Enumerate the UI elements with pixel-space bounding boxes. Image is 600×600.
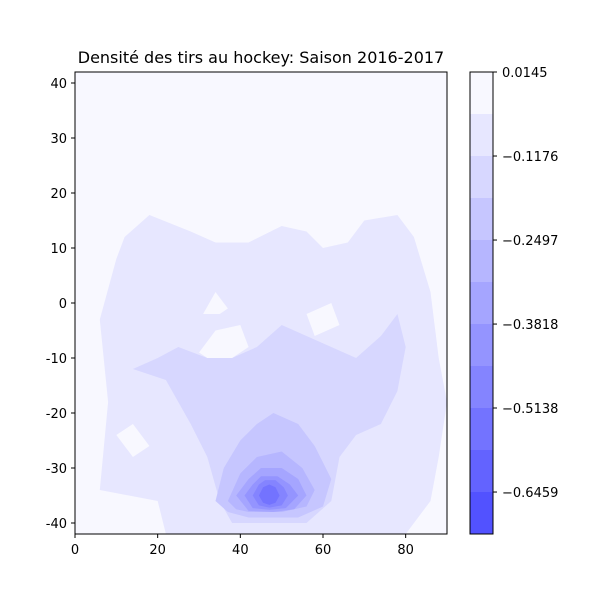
colorbar-band [470, 408, 493, 451]
colorbar-band [470, 282, 493, 325]
x-tick-label: 20 [149, 543, 166, 558]
y-tick-label: -10 [46, 352, 67, 367]
contour-hole-4 [116, 424, 150, 457]
colorbar-tick-label: 0.0145 [502, 66, 548, 81]
colorbar-band [470, 492, 493, 535]
contour-hole-2 [203, 292, 228, 314]
y-tick-label: -30 [46, 462, 67, 477]
colorbar-band [470, 366, 493, 409]
contour-hole-3 [306, 303, 340, 336]
colorbar-tick-label: −0.5138 [502, 402, 558, 417]
contour-hole-1 [199, 325, 249, 358]
colorbar-band [470, 156, 493, 199]
y-tick-label: -40 [46, 517, 67, 532]
colorbar-band [470, 450, 493, 493]
y-tick-label: -20 [46, 407, 67, 422]
colorbar-tick-label: −0.3818 [502, 318, 558, 333]
colorbar-band [470, 114, 493, 157]
colorbar-frame [469, 71, 494, 535]
y-tick-label: 10 [50, 242, 67, 257]
colorbar-tick-label: −0.1176 [502, 150, 558, 165]
x-axis: 0 20 40 60 80 [71, 534, 414, 558]
contour-layer [99, 215, 447, 534]
chart-title: Densité des tirs au hockey: Saison 2016-… [78, 48, 444, 67]
colorbar-band [470, 240, 493, 283]
colorbar-band [470, 72, 493, 115]
colorbar-band [470, 198, 493, 241]
y-tick-label: 0 [59, 297, 67, 312]
x-tick-label: 0 [71, 543, 79, 558]
y-tick-label: 20 [50, 187, 67, 202]
colorbar-tick-label: −0.6459 [502, 486, 558, 501]
y-tick-label: 40 [50, 77, 67, 92]
x-tick-label: 60 [315, 543, 332, 558]
contour-region-8 [258, 484, 280, 505]
colorbar-band [470, 324, 493, 367]
colorbar: 0.0145 −0.1176 −0.2497 −0.3818 −0.5138 −0.645… [469, 66, 558, 535]
y-axis: 40 30 20 10 0 -10 -20 -30 -40 [46, 77, 75, 532]
x-tick-label: 40 [232, 543, 249, 558]
y-tick-label: 30 [50, 132, 67, 147]
x-tick-label: 80 [397, 543, 414, 558]
colorbar-tick-label: −0.2497 [502, 234, 558, 249]
